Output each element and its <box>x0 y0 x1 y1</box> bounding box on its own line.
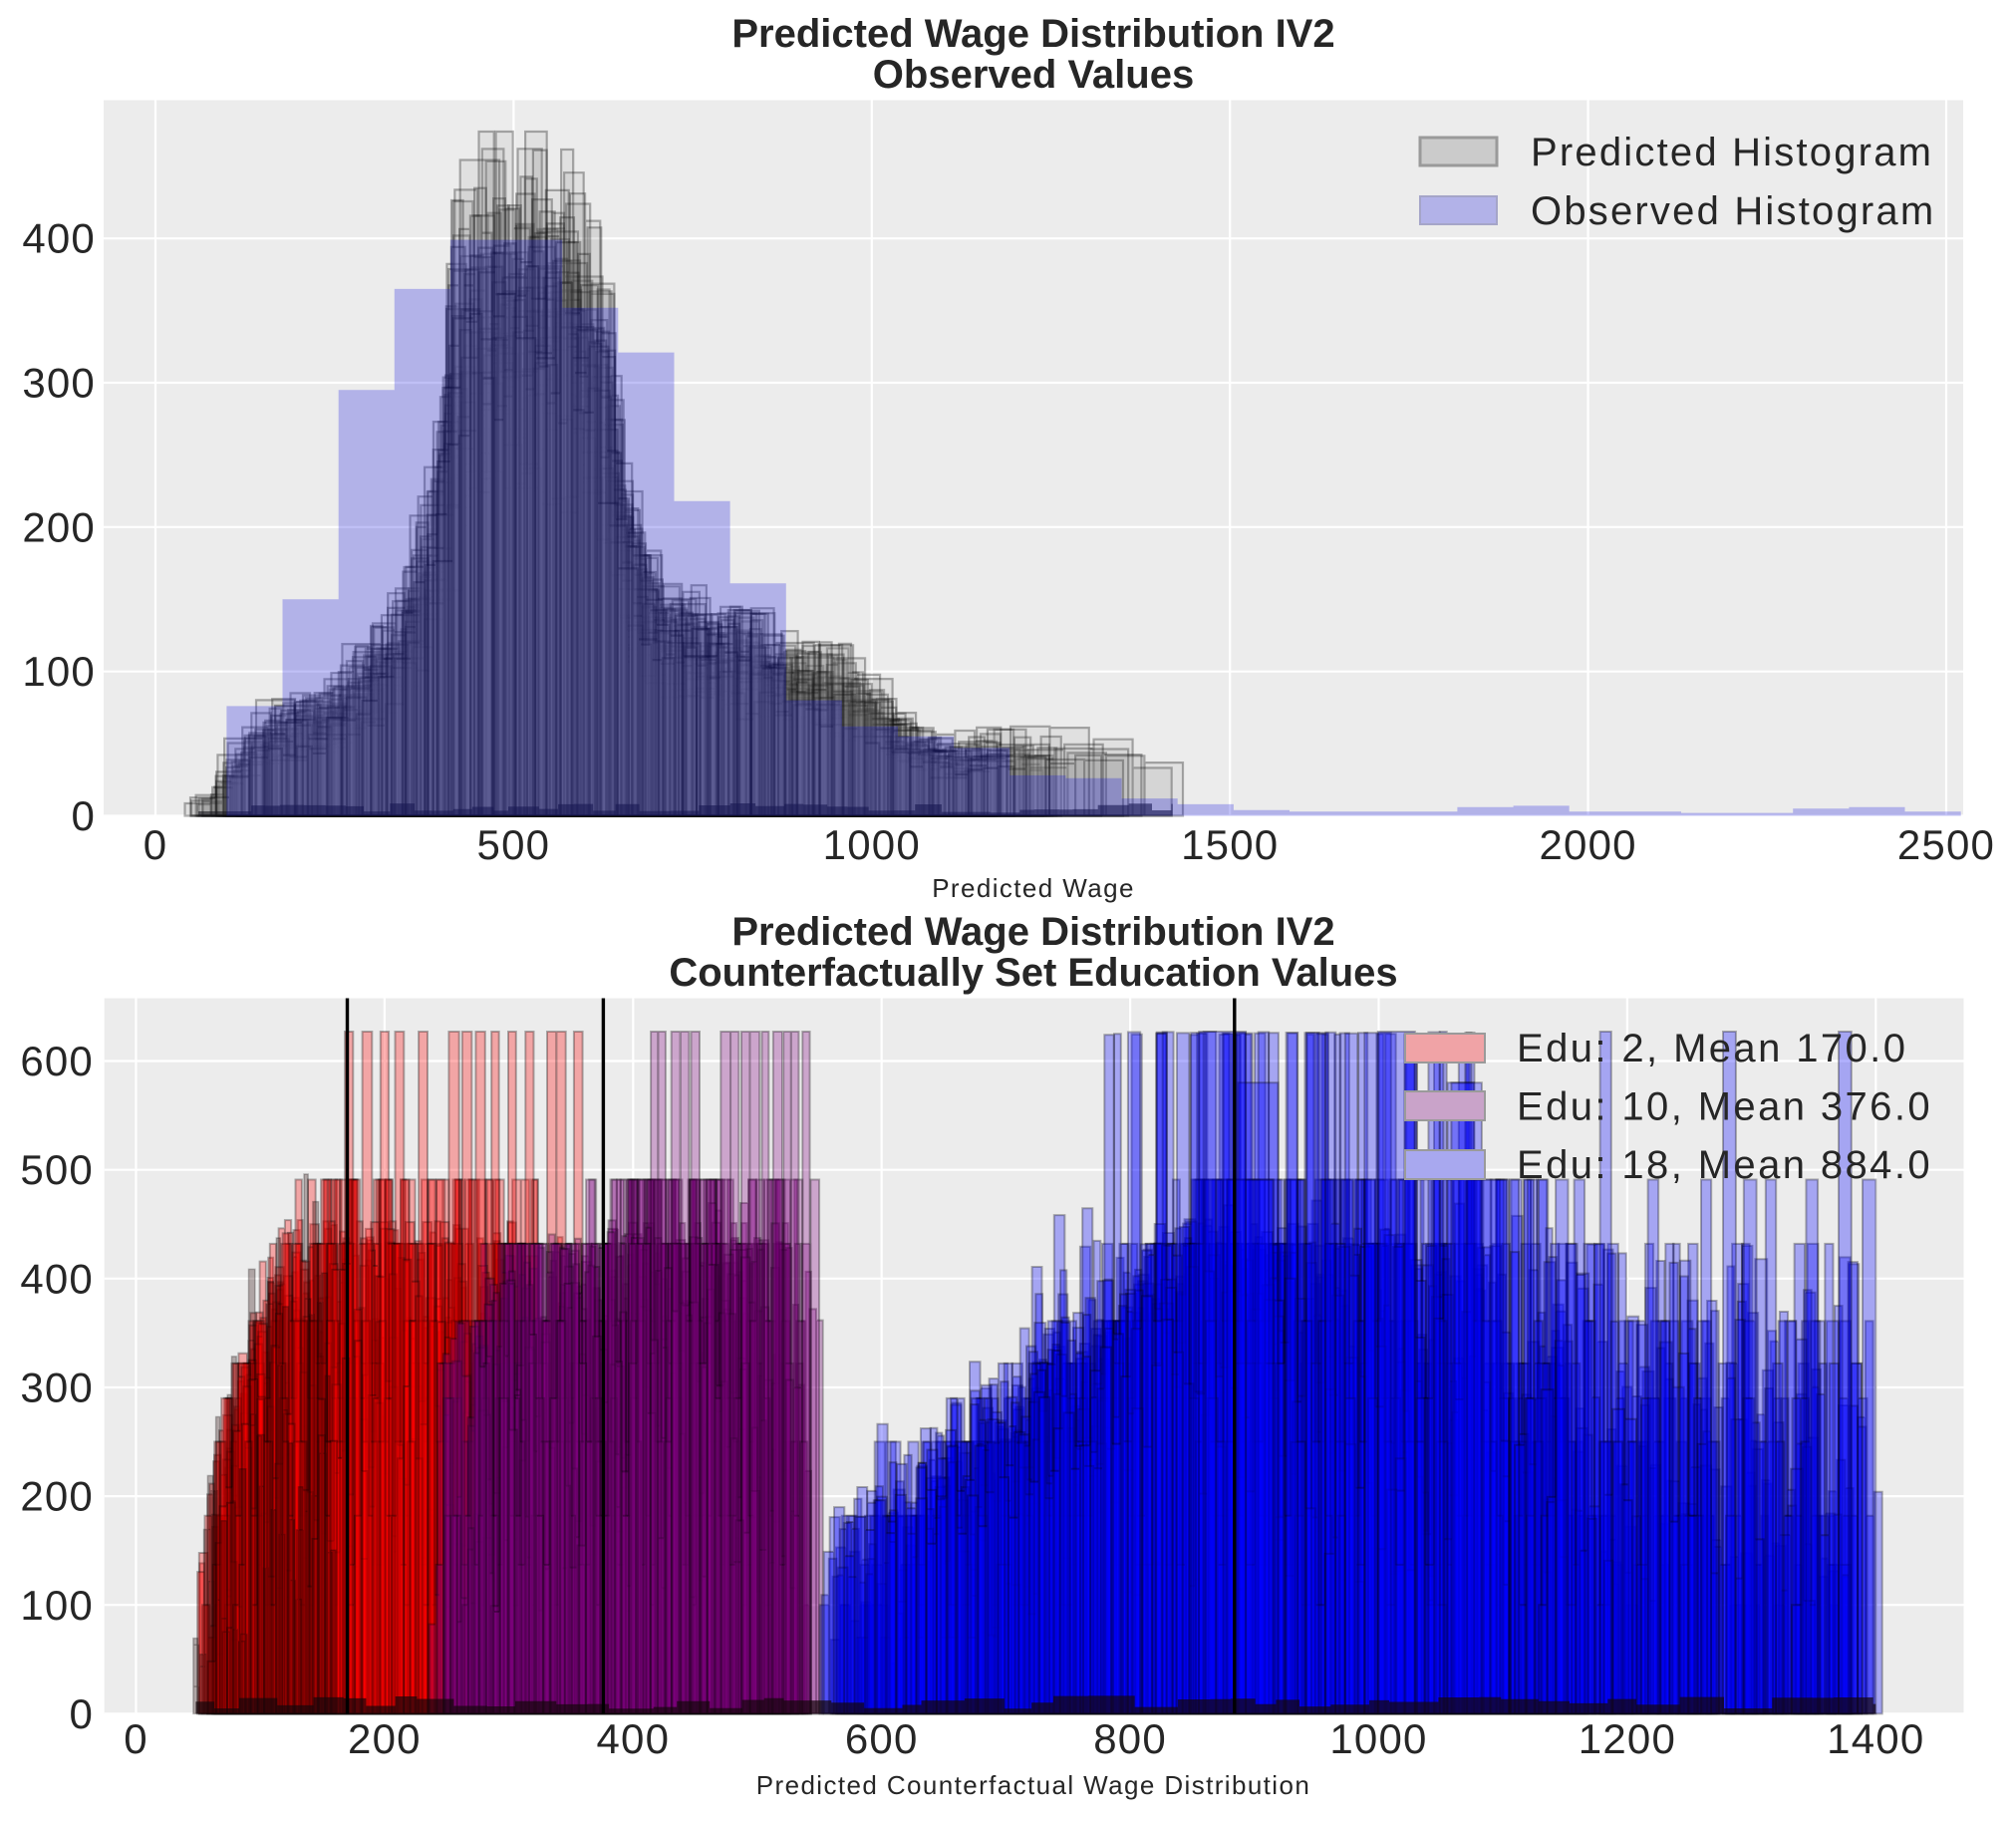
svg-text:400: 400 <box>22 215 96 262</box>
svg-text:Observed Histogram: Observed Histogram <box>1531 189 1935 233</box>
svg-text:0: 0 <box>69 1690 94 1737</box>
svg-text:500: 500 <box>477 821 551 868</box>
svg-text:0: 0 <box>71 792 96 839</box>
svg-text:Edu: 10, Mean 376.0: Edu: 10, Mean 376.0 <box>1517 1085 1932 1129</box>
svg-text:600: 600 <box>20 1038 94 1084</box>
svg-text:1000: 1000 <box>823 821 921 868</box>
svg-text:0: 0 <box>144 821 168 868</box>
svg-text:2000: 2000 <box>1539 821 1636 868</box>
svg-text:200: 200 <box>20 1473 94 1520</box>
svg-text:1200: 1200 <box>1579 1715 1676 1762</box>
svg-text:300: 300 <box>20 1365 94 1411</box>
svg-text:800: 800 <box>1093 1715 1167 1762</box>
svg-text:100: 100 <box>20 1582 94 1629</box>
svg-text:Predicted Wage Distribution IV: Predicted Wage Distribution IV2 <box>731 910 1334 954</box>
svg-text:1500: 1500 <box>1181 821 1279 868</box>
svg-text:Edu: 2, Mean 170.0: Edu: 2, Mean 170.0 <box>1517 1027 1907 1070</box>
svg-text:300: 300 <box>22 360 96 407</box>
svg-text:2500: 2500 <box>1897 821 1995 868</box>
svg-text:600: 600 <box>845 1715 919 1762</box>
svg-text:Predicted Wage: Predicted Wage <box>932 873 1135 903</box>
svg-text:Predicted Histogram: Predicted Histogram <box>1531 131 1933 174</box>
svg-text:Observed Values: Observed Values <box>873 53 1194 97</box>
svg-text:200: 200 <box>348 1715 422 1762</box>
svg-text:0: 0 <box>124 1715 148 1762</box>
svg-text:Predicted Wage Distribution IV: Predicted Wage Distribution IV2 <box>731 12 1334 56</box>
svg-text:Edu: 18, Mean 884.0: Edu: 18, Mean 884.0 <box>1517 1143 1932 1187</box>
svg-text:200: 200 <box>22 503 96 550</box>
svg-text:400: 400 <box>596 1715 670 1762</box>
svg-text:1400: 1400 <box>1827 1715 1924 1762</box>
svg-text:500: 500 <box>20 1146 94 1193</box>
svg-text:Predicted Counterfactual Wage: Predicted Counterfactual Wage Distributi… <box>756 1770 1310 1800</box>
svg-text:Counterfactually Set Education: Counterfactually Set Education Values <box>669 951 1397 995</box>
svg-text:1000: 1000 <box>1329 1715 1427 1762</box>
svg-text:400: 400 <box>20 1255 94 1302</box>
svg-text:100: 100 <box>22 648 96 695</box>
